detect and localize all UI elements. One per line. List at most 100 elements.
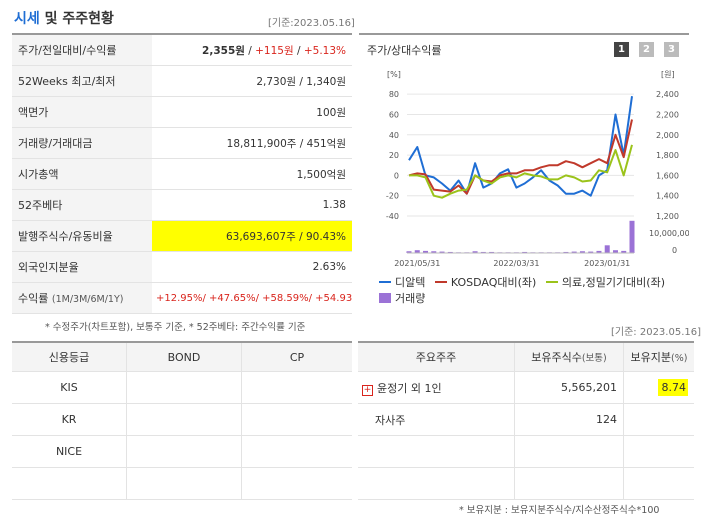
legend-item: 의료,정밀기기대비(좌)	[545, 276, 665, 289]
y-right-tick-label: 1,600	[656, 171, 679, 180]
shareholder-name	[358, 435, 515, 468]
volume-bar	[612, 250, 618, 253]
table-row: 자사주 124	[358, 403, 694, 436]
shareholder-name: 자사주	[358, 403, 515, 436]
table-cell: NICE	[12, 435, 127, 468]
y-right-tick-label: 2,000	[656, 131, 679, 140]
return-label: 수익률 (1M/3M/6M/1Y)	[12, 282, 152, 314]
return-label-text: 수익률	[18, 292, 49, 305]
shareholder-shares	[514, 435, 624, 468]
section-title-rest: 및 주주현황	[39, 11, 114, 27]
table-row: + 윤정기 외 1인 5,565,201 8.74	[358, 371, 694, 404]
market-cap-label: 시가총액	[12, 158, 152, 190]
chart-page-1-button[interactable]: 1	[614, 42, 629, 57]
series-line	[409, 144, 633, 199]
w52-label: 52Weeks 최고/최저	[12, 65, 152, 97]
separator: /	[293, 44, 304, 57]
table-row: 액면가 100원	[12, 96, 352, 128]
volume-bar	[472, 251, 478, 253]
table-row: 시가총액 1,500억원	[12, 158, 352, 190]
table-row: NICE	[12, 435, 352, 468]
volume-bar	[489, 251, 495, 253]
volume-bar	[571, 251, 577, 253]
volume-bar	[431, 251, 437, 253]
y-left-tick-label: 40	[389, 131, 399, 140]
y-left-tick-label: -40	[386, 212, 399, 221]
table-header-row: 주요주주 보유주식수(보통) 보유지분(%)	[358, 342, 694, 372]
volume-bar	[522, 251, 528, 253]
return-value: +12.95%/ +47.65%/ +58.59%/ +54.93%	[152, 282, 352, 314]
table-row: 수익률 (1M/3M/6M/1Y) +12.95%/ +47.65%/ +58.…	[12, 282, 352, 314]
volume-bar	[579, 251, 585, 253]
table-row	[358, 435, 694, 468]
shareholder-pct	[623, 435, 694, 468]
y-left-tick-label: -20	[386, 192, 399, 201]
legend-label: 디알텍	[395, 276, 426, 289]
shareholder-pct	[623, 467, 694, 500]
legend-line-icon	[545, 281, 558, 283]
volume-bar	[629, 220, 635, 253]
y-left-unit: [%]	[387, 70, 401, 79]
y-right-tick-label: 2,400	[656, 90, 679, 99]
legend-square-icon	[379, 293, 391, 303]
table-cell	[126, 467, 242, 500]
section-title-accent: 시세	[14, 11, 40, 27]
table-row: 외국인지분율 2.63%	[12, 251, 352, 283]
volume-label: 거래량/거래대금	[12, 127, 152, 159]
shareholder-shares: 124	[514, 403, 624, 436]
column-header: 보유주식수(보통)	[514, 342, 624, 372]
legend-label: 거래량	[395, 292, 426, 305]
table-cell	[126, 435, 242, 468]
y-right-tick-label: 1,400	[656, 192, 679, 201]
current-price: 2,355원	[202, 44, 245, 57]
section-title: 시세 및 주주현황	[14, 8, 114, 28]
table-row: 거래량/거래대금 18,811,900주 / 451억원	[12, 127, 352, 159]
legend-label: KOSDAQ대비(좌)	[450, 276, 537, 289]
y-left-tick-label: 80	[389, 90, 399, 99]
y-left-tick-label: 0	[394, 171, 399, 180]
table-cell	[241, 403, 352, 436]
chart-page-3-button[interactable]: 3	[664, 42, 679, 57]
table-cell: KR	[12, 403, 127, 436]
shares-label: 발행주식수/유동비율	[12, 220, 152, 252]
price-change-rate: +5.13%	[303, 44, 346, 57]
volume-bar	[621, 250, 627, 253]
table-cell	[241, 467, 352, 500]
y-right-unit: [원]	[661, 70, 675, 79]
par-label: 액면가	[12, 96, 152, 128]
market-info-table: 주가/전일대비/수익률 2,355원 / +115원 / +5.13% 52We…	[12, 33, 352, 314]
table-cell	[126, 371, 242, 404]
y-left-tick-label: 20	[389, 151, 399, 160]
column-header: BOND	[126, 342, 242, 372]
table-row: KR	[12, 403, 352, 436]
table-row	[358, 467, 694, 500]
series-line	[408, 96, 633, 197]
table-header-row: 신용등급 BOND CP	[12, 342, 352, 372]
price-return-chart: 80 2,400 60 2,200 40 2,000 20 1,800 0 1,600 -20 1,4…	[386, 70, 689, 268]
volume-bar	[604, 245, 610, 253]
legend-item: KOSDAQ대비(좌)	[434, 276, 537, 289]
table-cell	[241, 435, 352, 468]
expand-icon[interactable]: +	[362, 384, 373, 396]
legend-line-icon	[379, 281, 391, 283]
table-row	[12, 467, 352, 500]
column-header-unit: (보통)	[581, 353, 607, 364]
volume-bar	[447, 251, 453, 253]
price-label: 주가/전일대비/수익률	[12, 34, 152, 66]
par-value: 100원	[152, 96, 352, 128]
volume-bar	[480, 251, 486, 253]
column-header-text: 보유주식수	[531, 351, 582, 364]
column-header: 주요주주	[358, 342, 515, 372]
table-cell	[126, 403, 242, 436]
legend-line-icon	[434, 281, 447, 283]
x-tick-label: 2023/01/31	[584, 259, 630, 268]
table-row: 발행주식수/유동비율 63,693,607주 / 90.43%	[12, 220, 352, 252]
shareholder-pct: 8.74	[657, 379, 688, 396]
table-row: 주가/전일대비/수익률 2,355원 / +115원 / +5.13%	[12, 34, 352, 66]
table-cell	[12, 467, 127, 500]
volume-bar	[439, 251, 445, 253]
shareholder-pct-cell: 8.74	[623, 371, 694, 404]
chart-page-2-button[interactable]: 2	[639, 42, 654, 57]
y-right-tick-label: 1,200	[656, 212, 679, 221]
footnote-holding: * 보유지분 : 보유지분주식수/지수산정주식수*100	[459, 505, 660, 516]
